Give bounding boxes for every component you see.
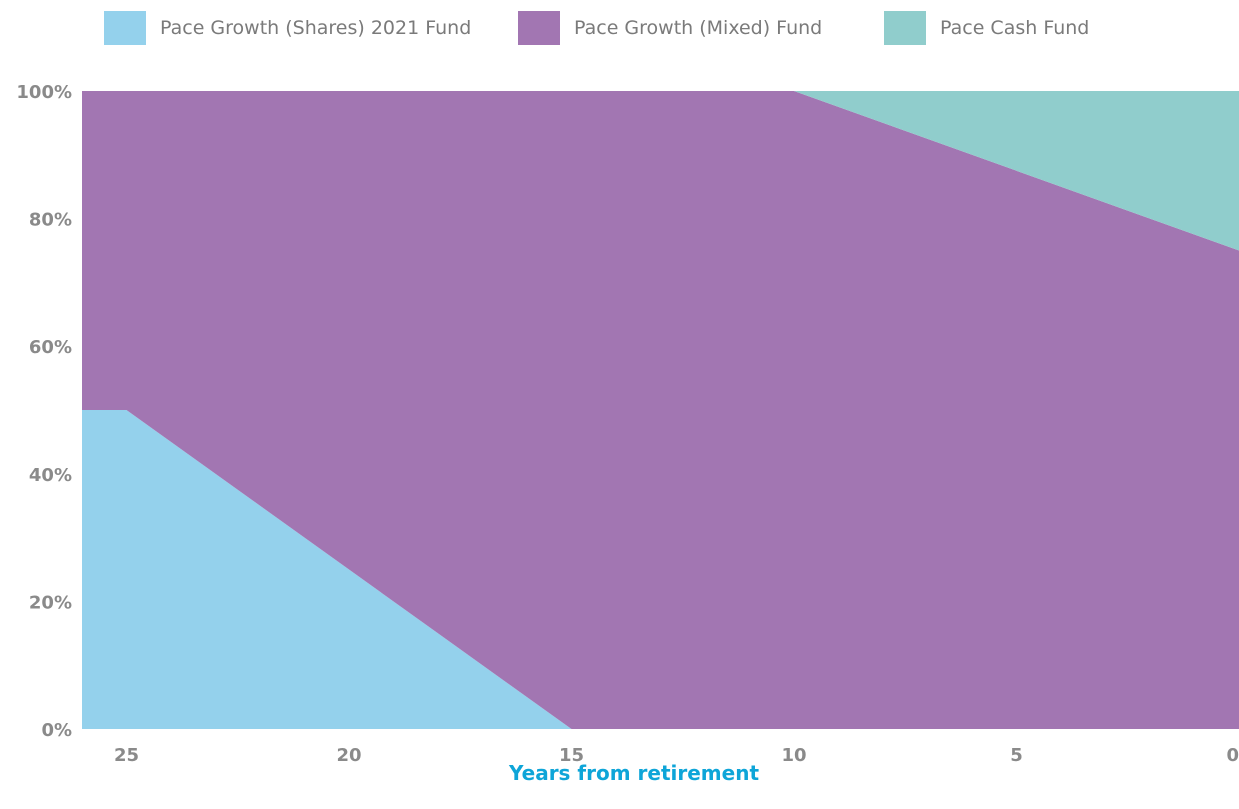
x-tick-label: 0 [1226, 745, 1239, 766]
y-tick-label: 60% [29, 337, 72, 358]
area-series-2 [82, 91, 1239, 729]
y-axis: 0% 20% 40% 60% 80% 100% [16, 82, 72, 741]
x-tick-label: 20 [336, 745, 361, 766]
area-series-1 [82, 410, 1239, 729]
x-tick-label: 10 [781, 745, 806, 766]
y-tick-label: 20% [29, 592, 72, 613]
x-tick-label: 15 [559, 745, 584, 766]
legend-label-mixed-fund: Pace Growth (Mixed) Fund [574, 17, 823, 39]
legend-swatch-cash-fund [884, 11, 926, 45]
x-axis: 25 20 15 10 5 0 [114, 745, 1239, 766]
legend-swatch-shares-fund [104, 11, 146, 45]
area-series-3 [82, 91, 1239, 251]
legend-item-cash-fund: Pace Cash Fund [884, 11, 1089, 45]
x-tick-label: 5 [1010, 745, 1023, 766]
y-tick-label: 0% [41, 720, 72, 741]
area-layer [82, 91, 1239, 729]
legend-label-shares-fund: Pace Growth (Shares) 2021 Fund [160, 17, 472, 39]
legend-label-cash-fund: Pace Cash Fund [940, 17, 1090, 39]
legend-swatch-mixed-fund [518, 11, 560, 45]
legend-item-mixed-fund: Pace Growth (Mixed) Fund [518, 11, 822, 45]
y-tick-label: 100% [16, 82, 72, 103]
x-tick-label: 25 [114, 745, 139, 766]
legend-item-shares-fund: Pace Growth (Shares) 2021 Fund [104, 11, 471, 45]
x-axis-label: Years from retirement [508, 761, 759, 785]
y-tick-label: 40% [29, 465, 72, 486]
y-tick-label: 80% [29, 210, 72, 231]
legend: Pace Growth (Shares) 2021 Fund Pace Grow… [0, 0, 1239, 60]
